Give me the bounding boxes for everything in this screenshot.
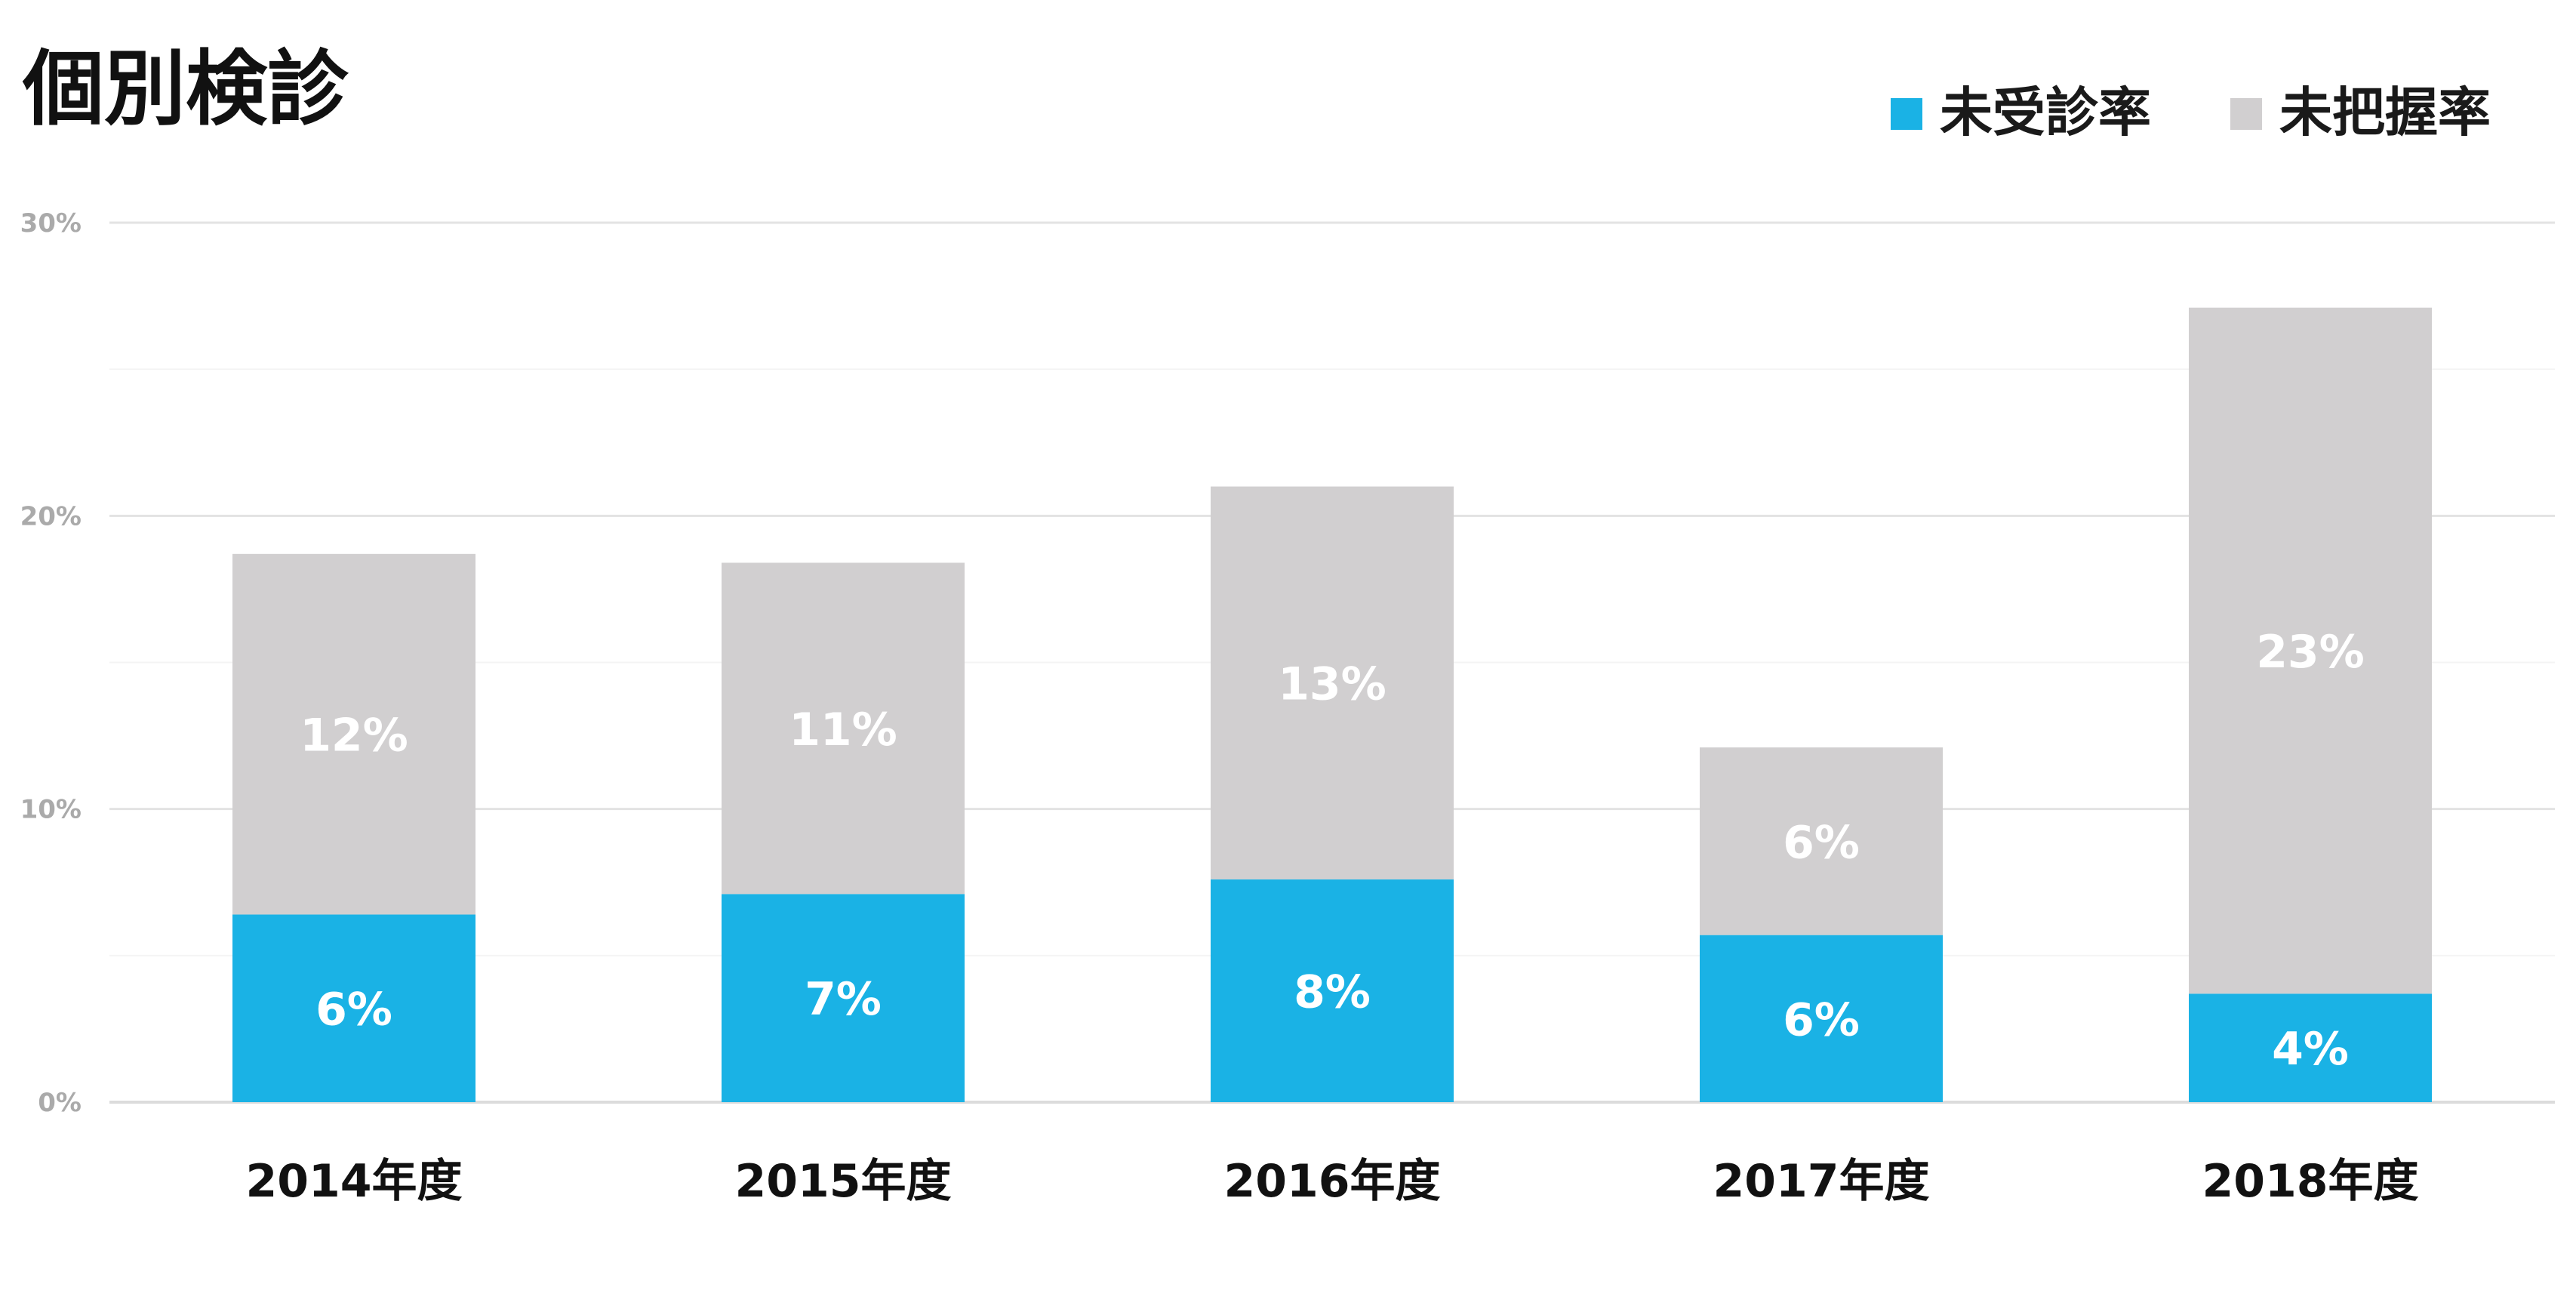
bar-value-label: 11%	[789, 704, 897, 756]
bar-segment-unknown	[2189, 307, 2432, 994]
bar-segment-unexamined	[232, 914, 475, 1102]
y-tick-label: 10%	[20, 795, 82, 825]
x-category-label: 2014年度	[246, 1155, 463, 1208]
bar-value-label: 8%	[1294, 966, 1371, 1018]
bar-value-label: 13%	[1278, 658, 1386, 711]
bar-segment-unknown	[722, 562, 965, 895]
bar-value-label: 6%	[315, 984, 392, 1036]
bars: 6% 12% 7% 11% 8% 13% 6% 6% 4% 23%	[232, 307, 2432, 1102]
bar-segment-unexamined	[2189, 993, 2432, 1102]
x-category-label: 2018年度	[2202, 1155, 2419, 1208]
y-tick-label: 30%	[20, 208, 82, 239]
legend-swatch-unknown	[2230, 98, 2262, 130]
bar-segment-unknown	[232, 553, 475, 915]
bar-value-label: 12%	[300, 710, 408, 762]
x-axis: 2014年度 2015年度 2016年度 2017年度 2018年度	[246, 1155, 2419, 1208]
x-category-label: 2016年度	[1224, 1155, 1441, 1208]
legend-label-unknown: 未把握率	[2279, 82, 2491, 143]
y-axis: 0% 10% 20% 30%	[20, 208, 82, 1118]
x-category-label: 2015年度	[735, 1155, 952, 1208]
x-category-label: 2017年度	[1713, 1155, 1930, 1208]
legend-swatch-unexamined	[1891, 98, 1922, 130]
bar-segment-unknown	[1211, 486, 1454, 879]
y-tick-label: 20%	[20, 501, 82, 531]
bar-value-label: 6%	[1783, 816, 1860, 869]
bar-segment-unexamined	[1211, 879, 1454, 1102]
y-tick-label: 0%	[38, 1088, 82, 1118]
bar-segment-unexamined	[1700, 935, 1943, 1102]
bar-segment-unexamined	[722, 894, 965, 1102]
bar-segment-unknown	[1700, 747, 1943, 935]
chart-title: 個別検診	[22, 42, 349, 137]
bar-value-label: 6%	[1783, 993, 1860, 1046]
bar-value-label: 7%	[805, 973, 882, 1026]
legend: 未受診率 未把握率	[1891, 82, 2491, 143]
bar-value-label: 23%	[2256, 626, 2365, 679]
legend-label-unexamined: 未受診率	[1940, 82, 2151, 143]
bar-value-label: 4%	[2272, 1023, 2349, 1076]
